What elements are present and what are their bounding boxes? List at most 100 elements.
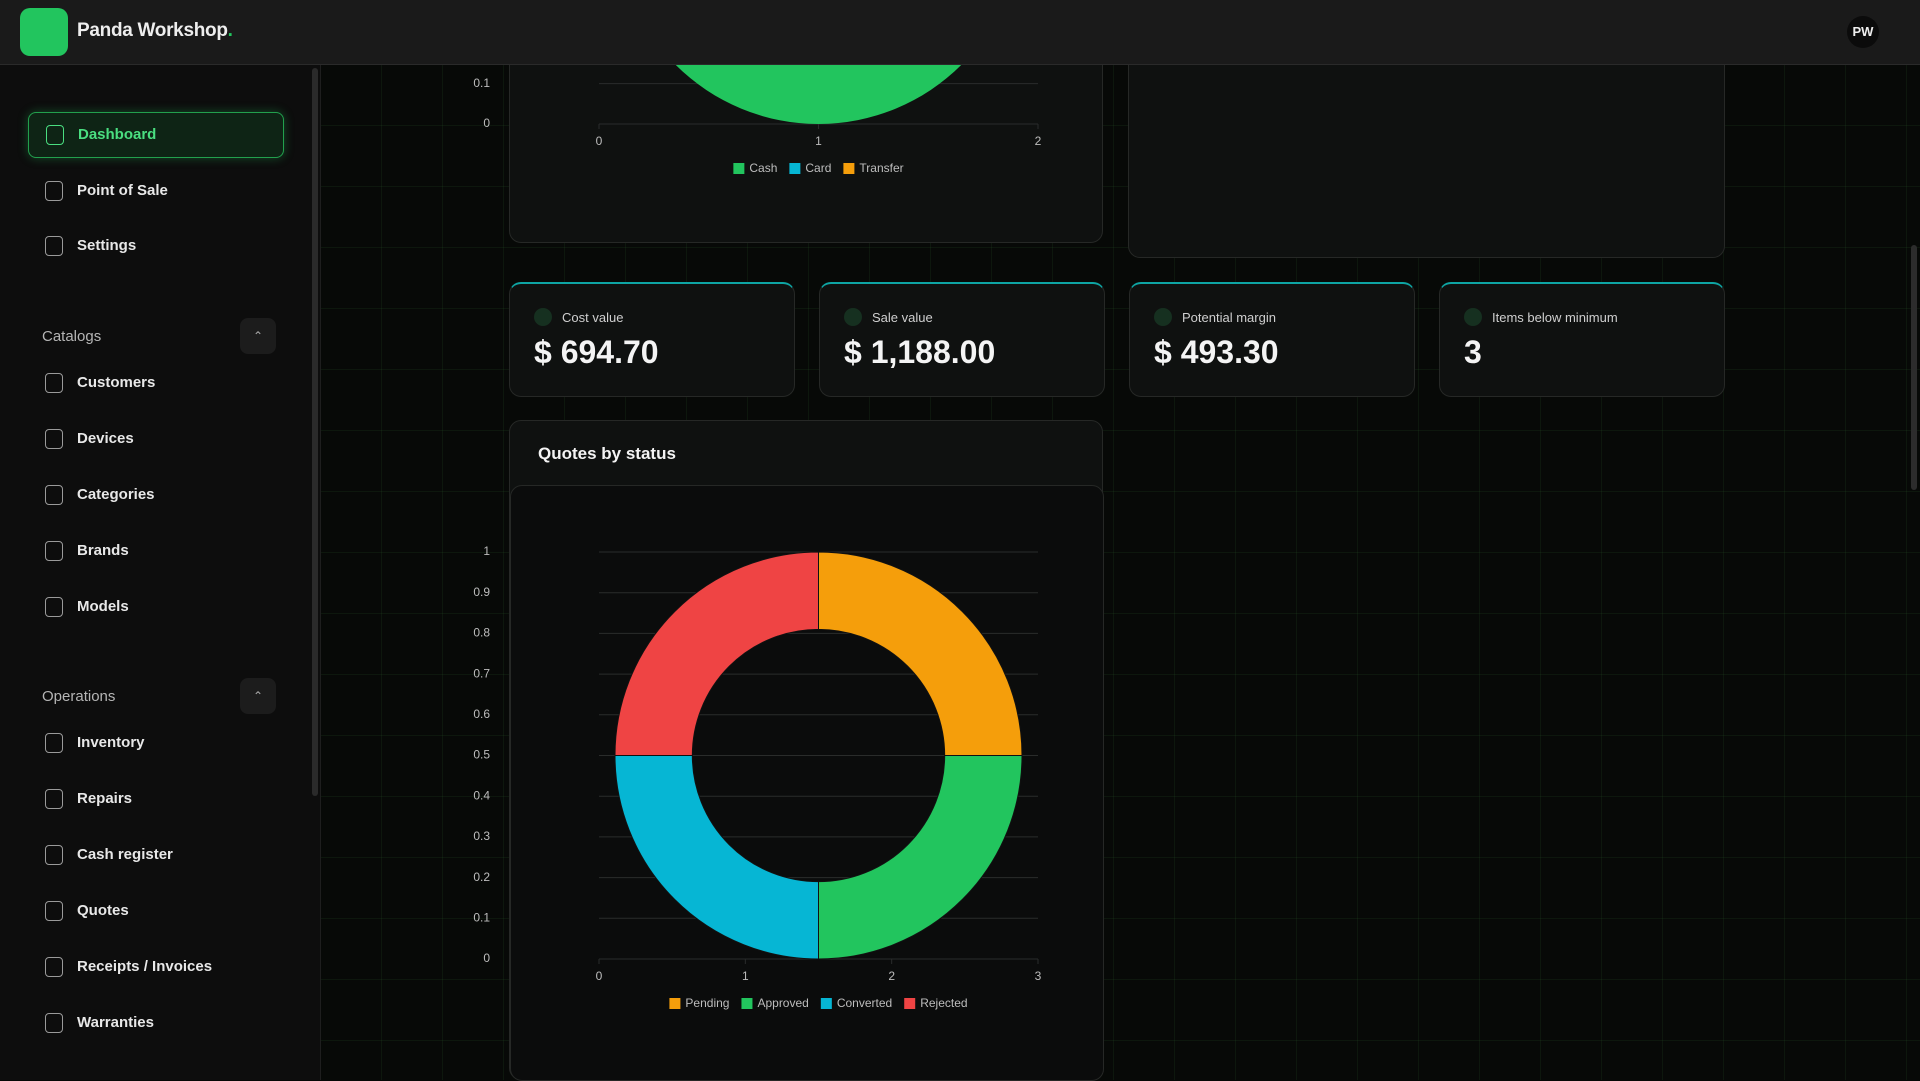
- y-tick-label: 0.8: [473, 626, 490, 640]
- brand: Panda Workshop.: [77, 20, 233, 42]
- y-tick-label: 0: [483, 116, 490, 130]
- stat-icon: [1464, 308, 1482, 326]
- nav-icon: [45, 485, 63, 505]
- legend-label: Rejected: [920, 996, 967, 1010]
- brand-dot: .: [227, 20, 233, 41]
- nav-icon: [45, 236, 63, 256]
- y-tick-label: 0.1: [473, 910, 490, 924]
- section-title: Catalogs: [42, 328, 102, 345]
- nav-label: Inventory: [77, 734, 145, 751]
- nav-label: Receipts / Invoices: [77, 958, 213, 975]
- slice: [818, 755, 1023, 960]
- stat-value: $ 1,188.00: [844, 334, 996, 370]
- legend-label: Transfer: [859, 161, 903, 175]
- nav-label: Warranties: [77, 1014, 154, 1031]
- nav-icon: [45, 541, 63, 561]
- chart: 0 0.1 0 1 2 Cash Card Transfer: [473, 64, 1042, 175]
- top-bar: Panda Workshop. PW: [0, 0, 1920, 65]
- nav-item[interactable]: Quotes: [28, 889, 282, 933]
- nav-item[interactable]: Brands: [28, 529, 282, 573]
- brand-name: Panda Workshop: [77, 20, 228, 41]
- legend-swatch: [741, 998, 753, 1009]
- nav-label: Brands: [77, 542, 129, 559]
- legend-swatch: [904, 998, 916, 1009]
- legend-label: Approved: [757, 996, 808, 1010]
- nav-label: Cash register: [77, 846, 173, 863]
- collapse-button[interactable]: ⌃: [240, 678, 276, 714]
- nav-item[interactable]: Devices: [28, 417, 282, 461]
- legend-label: Pending: [685, 996, 729, 1010]
- sidebar: Dashboard Point of Sale Settings Catalogs ⌃ C…: [0, 64, 321, 1080]
- stat-card: Sale value $ 1,188.00: [819, 282, 1105, 397]
- nav-icon: [45, 845, 63, 865]
- nav-icon: [45, 957, 63, 977]
- slice: [818, 551, 1023, 756]
- nav-item[interactable]: Inventory: [28, 721, 282, 765]
- collapse-button[interactable]: ⌃: [240, 318, 276, 354]
- stat-value: $ 694.70: [534, 334, 659, 370]
- nav-item[interactable]: Point of Sale: [28, 169, 282, 213]
- y-tick-label: 0.9: [473, 585, 490, 599]
- nav-label: Dashboard: [78, 126, 157, 143]
- nav-label: Categories: [77, 486, 155, 503]
- scrollbar: [312, 68, 318, 796]
- stat-label: Items below minimum: [1492, 310, 1618, 325]
- nav-item[interactable]: Receipts / Invoices: [28, 945, 282, 989]
- chart: 0 0.1 0.2 0.3 0.4 0.5 0.6 0.7 0.8 0.9 1 0 1 2 3 Pending…: [473, 544, 1041, 1010]
- x-tick-label: 3: [1035, 969, 1042, 983]
- stat-icon: [534, 308, 552, 326]
- nav-item[interactable]: Repairs: [28, 777, 282, 821]
- nav-item[interactable]: Customers: [28, 361, 282, 405]
- stat-label: Potential margin: [1182, 310, 1276, 325]
- nav-icon: [45, 1013, 63, 1033]
- y-tick-label: 0.6: [473, 707, 490, 721]
- nav-icon: [45, 181, 63, 201]
- avatar[interactable]: PW: [1847, 16, 1879, 48]
- nav-icon: [45, 429, 63, 449]
- nav-item[interactable]: Settings: [28, 224, 282, 268]
- y-tick-label: 0.4: [473, 788, 490, 802]
- stat-card: Potential margin $ 493.30: [1129, 282, 1415, 397]
- legend-swatch: [789, 163, 801, 174]
- y-tick-label: 0.7: [473, 666, 490, 680]
- legend-label: Cash: [749, 161, 777, 175]
- nav-label: Point of Sale: [77, 182, 168, 199]
- y-tick-label: 1: [483, 544, 490, 558]
- nav-icon: [45, 597, 63, 617]
- legend-swatch: [843, 163, 855, 174]
- legend-swatch: [669, 998, 681, 1009]
- slice: [674, 64, 963, 124]
- section-title: Operations: [42, 688, 116, 705]
- y-tick-label: 0.1: [473, 76, 490, 90]
- nav-item[interactable]: Warranties: [28, 1001, 282, 1045]
- nav-label: Repairs: [77, 790, 133, 807]
- nav-icon: [45, 733, 63, 753]
- stat-value: $ 493.30: [1154, 334, 1279, 370]
- nav-label: Quotes: [77, 902, 129, 919]
- nav-icon: [45, 789, 63, 809]
- legend-label: Card: [805, 161, 831, 175]
- stat-label: Cost value: [562, 310, 624, 325]
- x-tick-label: 1: [742, 969, 749, 983]
- legend-swatch: [820, 998, 832, 1009]
- nav-icon: [46, 125, 64, 145]
- stat-value: 3: [1464, 334, 1482, 370]
- nav-label: Customers: [77, 374, 156, 391]
- x-tick-label: 0: [596, 969, 603, 983]
- stat-label: Sale value: [872, 310, 933, 325]
- nav-item[interactable]: Models: [28, 585, 282, 629]
- y-tick-label: 0.2: [473, 870, 490, 884]
- nav-item[interactable]: Cash register: [28, 833, 282, 877]
- y-tick-label: 0.5: [473, 748, 490, 762]
- nav-label: Settings: [77, 237, 137, 254]
- legend-swatch: [733, 163, 745, 174]
- nav-item[interactable]: Dashboard: [28, 112, 284, 158]
- nav-item[interactable]: Categories: [28, 473, 282, 517]
- x-tick-label: 2: [1035, 134, 1042, 148]
- nav-label: Models: [77, 598, 129, 615]
- nav-icon: [45, 373, 63, 393]
- nav-icon: [45, 901, 63, 921]
- y-tick-label: 0: [483, 951, 490, 965]
- x-tick-label: 0: [596, 134, 603, 148]
